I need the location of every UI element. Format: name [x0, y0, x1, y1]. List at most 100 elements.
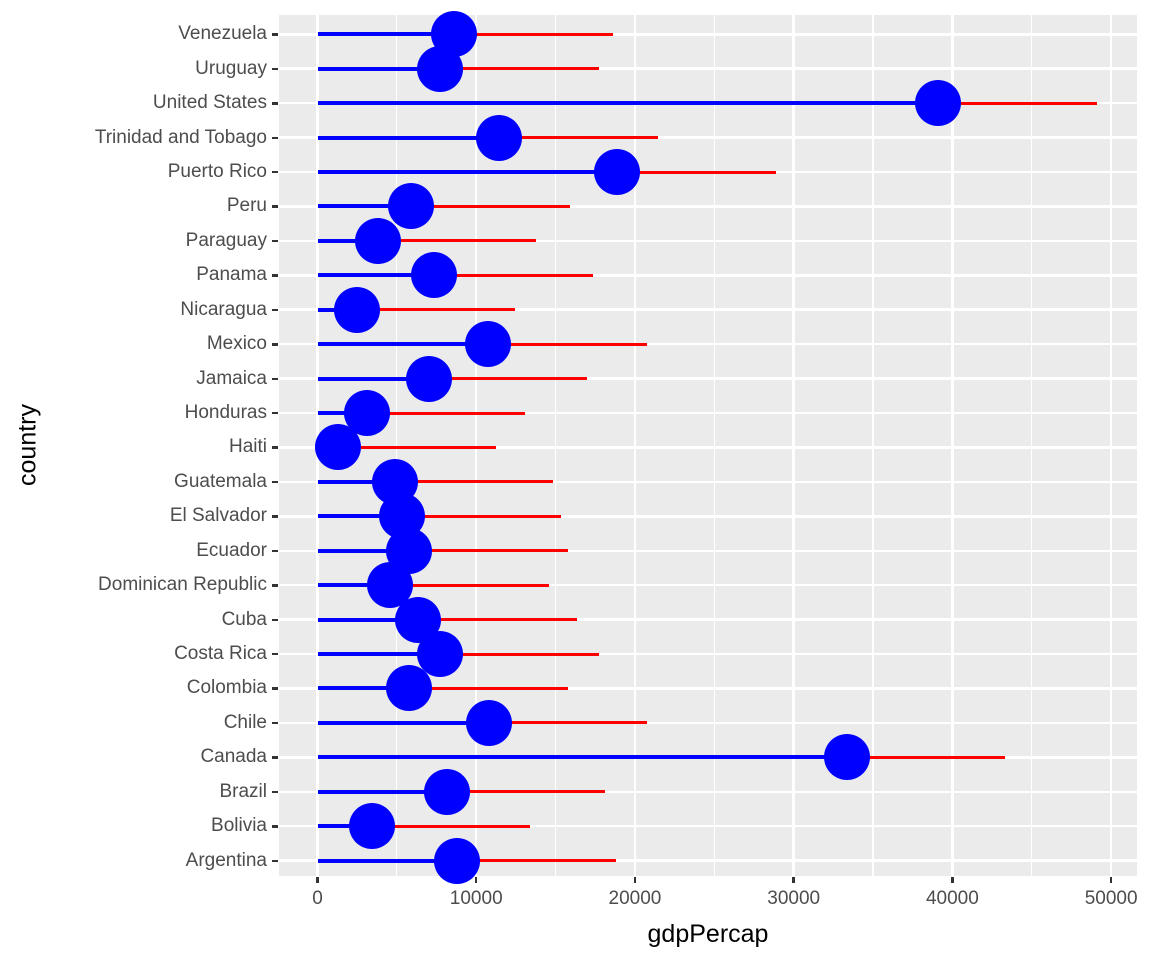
- blue-segment: [317, 411, 367, 416]
- y-tick-mark: [272, 549, 278, 553]
- x-tick-label: 30000: [767, 888, 821, 909]
- blue-segment: [317, 755, 847, 760]
- gridline-major-h: [279, 480, 1137, 484]
- y-tick-label: Chile: [223, 711, 267, 733]
- blue-segment: [317, 514, 403, 519]
- gridline-major-h: [279, 136, 1137, 139]
- y-tick-mark: [272, 102, 278, 105]
- y-tick-mark: [272, 480, 278, 484]
- blue-segment: [317, 66, 441, 71]
- gridline-major-h: [279, 205, 1137, 208]
- x-tick-mark: [1109, 877, 1113, 883]
- y-tick-label: Puerto Rico: [167, 161, 267, 183]
- gridline-major-h: [279, 549, 1137, 552]
- gridline-major-h: [279, 687, 1137, 690]
- x-tick-mark: [792, 877, 795, 883]
- red-segment: [446, 790, 606, 794]
- y-tick-mark: [272, 377, 278, 380]
- gridline-major-h: [279, 515, 1137, 518]
- x-tick-label: 40000: [925, 888, 979, 909]
- y-tick-mark: [272, 274, 278, 277]
- red-segment: [389, 583, 549, 587]
- data-point: [434, 837, 481, 884]
- red-segment: [938, 101, 1097, 105]
- y-tick-mark: [272, 171, 278, 174]
- gridline-major-h: [279, 618, 1137, 621]
- data-point: [476, 114, 523, 161]
- gridline-major-h: [279, 377, 1137, 380]
- blue-segment: [317, 135, 500, 140]
- x-tick-mark: [316, 877, 319, 883]
- blue-segment: [317, 858, 458, 863]
- y-tick-label: Uruguay: [195, 57, 267, 79]
- red-segment: [488, 342, 647, 346]
- red-segment: [394, 480, 554, 484]
- blue-segment: [317, 32, 455, 37]
- y-tick-mark: [272, 584, 278, 587]
- y-tick-label: Venezuela: [178, 23, 267, 45]
- gridline-major-h: [279, 342, 1137, 346]
- data-point: [333, 286, 380, 333]
- red-segment: [337, 445, 497, 449]
- y-tick-label: Costa Rica: [174, 643, 267, 665]
- y-tick-mark: [272, 653, 278, 656]
- y-tick-label: Jamaica: [196, 367, 267, 389]
- x-tick-mark: [633, 877, 637, 883]
- red-segment: [616, 170, 776, 174]
- y-tick-mark: [272, 790, 278, 794]
- blue-segment: [317, 342, 488, 347]
- gridline-major-h: [279, 652, 1137, 656]
- data-point: [388, 183, 435, 230]
- y-tick-label: Honduras: [184, 402, 267, 424]
- red-segment: [402, 514, 562, 518]
- gridline-major-h: [279, 721, 1137, 725]
- gridline-major-h: [279, 446, 1137, 449]
- red-segment: [488, 721, 648, 725]
- y-tick-mark: [272, 67, 278, 71]
- data-point: [348, 803, 395, 850]
- y-tick-mark: [272, 412, 278, 415]
- y-tick-mark: [272, 136, 278, 139]
- blue-segment: [317, 686, 409, 691]
- gridline-minor-v: [396, 15, 398, 876]
- y-tick-mark: [272, 446, 278, 449]
- red-segment: [499, 136, 659, 140]
- red-segment: [434, 273, 593, 277]
- y-tick-label: El Salvador: [169, 505, 267, 527]
- y-tick-label: Paraguay: [185, 229, 267, 251]
- plot-panel: [279, 11, 1137, 884]
- gridline-major-h: [279, 824, 1137, 828]
- gridline-major-h: [279, 274, 1137, 277]
- gridline-major-v: [951, 15, 954, 876]
- blue-segment: [317, 101, 939, 106]
- gridline-major-v: [633, 15, 637, 876]
- data-point: [385, 665, 432, 712]
- y-tick-label: Cuba: [221, 608, 267, 630]
- data-point: [823, 734, 870, 781]
- gridline-minor-v: [1031, 15, 1033, 876]
- gridline-major-h: [279, 67, 1137, 70]
- blue-segment: [317, 789, 447, 794]
- y-tick-label: Brazil: [219, 780, 267, 802]
- data-point: [411, 252, 458, 299]
- y-tick-mark: [272, 618, 278, 621]
- gridline-major-h: [279, 583, 1137, 587]
- data-point: [465, 321, 511, 368]
- gridline-minor-v: [713, 15, 715, 876]
- blue-segment: [317, 720, 489, 725]
- y-tick-label: Guatemala: [174, 470, 267, 492]
- data-point: [465, 699, 512, 746]
- y-tick-mark: [272, 515, 278, 518]
- y-tick-label: Colombia: [186, 677, 267, 699]
- red-segment: [409, 549, 568, 553]
- y-tick-label: Mexico: [206, 333, 267, 355]
- blue-segment: [317, 479, 395, 484]
- gridline-major-v: [1109, 15, 1113, 876]
- blue-segment: [317, 824, 372, 829]
- gridline-major-h: [279, 411, 1137, 415]
- y-tick-mark: [272, 33, 278, 36]
- y-tick-label: Canada: [200, 746, 267, 768]
- blue-segment: [317, 652, 441, 657]
- gridline-major-h: [279, 308, 1137, 311]
